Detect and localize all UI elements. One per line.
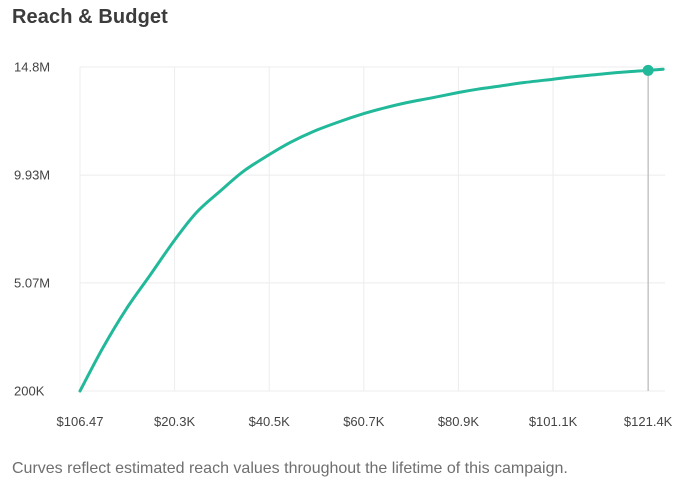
y-tick-label: 9.93M (14, 168, 50, 183)
series-layer (78, 67, 665, 393)
chart-caption: Curves reflect estimated reach values th… (12, 460, 568, 477)
marker-layer[interactable] (642, 64, 654, 76)
x-tick-label: $121.4K (624, 414, 673, 429)
y-axis-labels: 200K 5.07M 9.93M 14.8M (14, 60, 50, 399)
y-tick-label: 5.07M (14, 275, 50, 290)
x-axis-labels: $106.47 $20.3K $40.5K $60.7K $80.9K $101.1K $1… (57, 414, 673, 429)
y-tick-label: 14.8M (14, 60, 50, 75)
x-tick-label: $101.1K (529, 414, 578, 429)
chart-title: Reach & Budget (12, 6, 168, 28)
x-tick-label: $106.47 (57, 414, 104, 429)
x-tick-label: $80.9K (438, 414, 480, 429)
x-tick-label: $20.3K (154, 414, 196, 429)
gridlines (79, 66, 665, 392)
y-tick-label: 200K (14, 384, 45, 399)
selected-point-marker[interactable] (642, 64, 654, 76)
x-tick-label: $60.7K (343, 414, 385, 429)
x-tick-label: $40.5K (249, 414, 291, 429)
reach-curve (78, 67, 665, 393)
